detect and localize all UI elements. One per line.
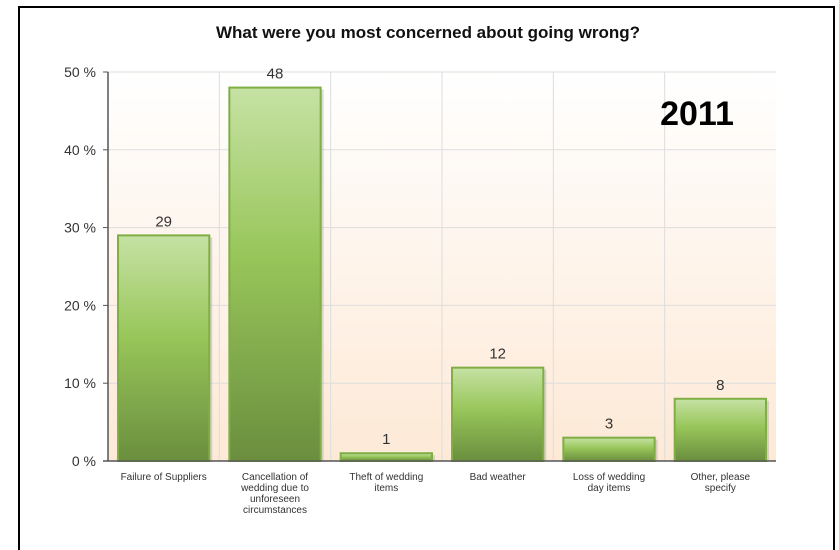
x-category-label: Cancellation of wedding due to unforeseen c… — [240, 472, 309, 516]
x-category-label-line: items — [374, 483, 398, 494]
x-category-label-line: Cancellation of — [242, 472, 308, 483]
x-category-label-line: Other, please — [691, 472, 751, 483]
x-category-label: Failure of Suppliers — [121, 472, 207, 483]
bar — [228, 86, 322, 462]
x-category-label-line: unforeseen — [250, 494, 300, 505]
y-tick-label: 0 % — [72, 453, 96, 469]
bar-value-label: 48 — [267, 66, 284, 83]
bar-value-label: 29 — [155, 213, 172, 230]
bar-value-label: 12 — [489, 346, 506, 363]
bar — [339, 452, 433, 463]
bar-value-label: 1 — [382, 431, 390, 448]
bar — [562, 436, 656, 463]
bar-value-label: 8 — [716, 377, 724, 394]
bar — [451, 366, 545, 463]
bars: 29 48 1 12 3 8 — [117, 66, 769, 463]
x-category-label-line: Failure of Suppliers — [121, 472, 207, 483]
year-annotation: 2011 — [660, 95, 734, 133]
x-category-label-line: Bad weather — [470, 472, 527, 483]
chart-title: What were you most concerned about going… — [216, 23, 640, 42]
y-tick-label: 50 % — [64, 64, 96, 80]
x-category-label-line: Theft of wedding — [349, 472, 423, 483]
axes: 0 % 10 % 20 % 30 % 40 % 50 % Failure of Suppli… — [64, 64, 776, 516]
bar — [117, 234, 211, 462]
x-category-label: Bad weather — [470, 472, 527, 483]
x-category-label-line: wedding due to — [240, 483, 309, 494]
y-tick-label: 20 % — [64, 297, 96, 313]
y-tick-label: 40 % — [64, 142, 96, 158]
x-category-label-line: day items — [588, 483, 631, 494]
x-category-label: Loss of wedding day items — [573, 472, 645, 494]
y-tick-label: 30 % — [64, 220, 96, 236]
bar — [673, 397, 767, 463]
x-category-label-line: Loss of wedding — [573, 472, 645, 483]
x-category-label-line: specify — [705, 483, 736, 494]
x-category-label-line: circumstances — [243, 505, 307, 516]
x-category-label: Other, please specify — [691, 472, 751, 494]
chart-frame — [18, 6, 835, 550]
y-tick-label: 10 % — [64, 375, 96, 391]
bar-value-label: 3 — [605, 416, 613, 433]
x-category-label: Theft of wedding items — [349, 472, 423, 494]
